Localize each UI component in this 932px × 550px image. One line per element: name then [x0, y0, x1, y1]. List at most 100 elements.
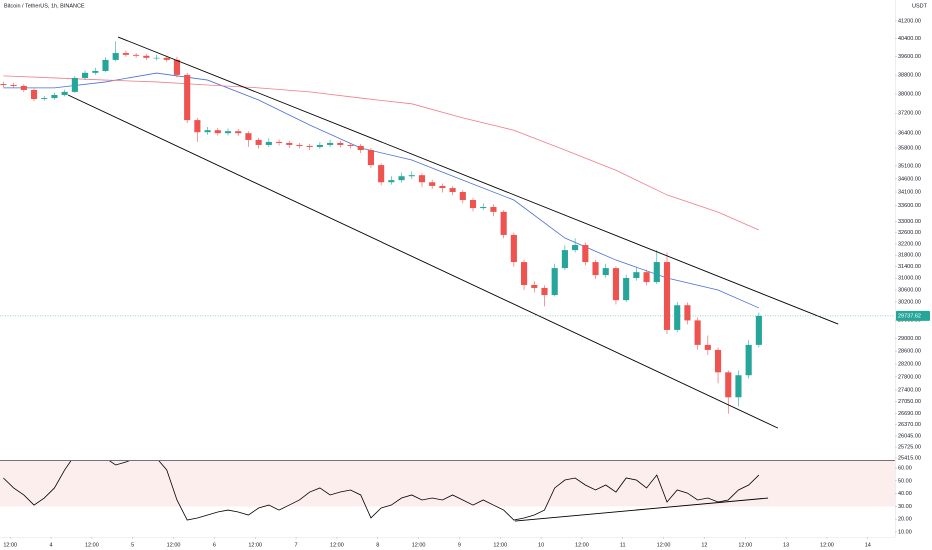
candle-body — [61, 91, 68, 95]
y-tick-label: 30600.00 — [898, 287, 921, 293]
candle-body — [582, 245, 589, 263]
trendline — [117, 36, 839, 325]
candle-body — [653, 262, 660, 283]
candle-body — [510, 234, 517, 263]
candle-body — [418, 175, 426, 183]
y-tick-label: 33600.00 — [898, 203, 921, 209]
chart-title: Bitcoin / TetherUS, 1h, BINANCE — [4, 3, 85, 9]
y-tick-label: 36400.00 — [898, 130, 921, 136]
y-tick-label: 34600.00 — [898, 176, 921, 182]
candle-body — [286, 142, 293, 145]
candle-body — [51, 94, 58, 99]
candle-body — [71, 77, 78, 92]
candle-body — [30, 89, 38, 100]
axes: 41200.00 40400.00 39600.00 38800.00 38000.00… — [0, 18, 930, 548]
x-tick-label: 4 — [50, 542, 53, 548]
y-tick-label: 39600.00 — [898, 54, 921, 60]
rsi-tick-label: 20.00 — [898, 517, 912, 523]
x-tick-label: 12 — [701, 542, 707, 548]
candle-body — [602, 268, 609, 276]
x-tick-label: 14 — [865, 542, 871, 548]
y-tick-label: 27800.00 — [898, 374, 921, 380]
candle-body — [674, 305, 681, 330]
candle-body — [714, 349, 722, 373]
candle-body — [275, 141, 283, 143]
candle-body — [745, 344, 752, 376]
candle-body — [184, 74, 191, 121]
candle-body — [643, 272, 650, 283]
x-tick-label: 12:00 — [167, 542, 181, 548]
trendline — [67, 94, 779, 429]
rsi-band — [0, 461, 895, 507]
candle-body — [173, 59, 181, 75]
candle-body — [204, 130, 211, 133]
candle-body — [684, 305, 691, 321]
candle-body — [633, 272, 640, 278]
candle-body — [235, 131, 242, 134]
rsi-panel — [0, 461, 895, 522]
x-tick-label: 12:00 — [738, 542, 752, 548]
y-tick-label: 35800.00 — [898, 145, 921, 151]
candle-body — [480, 206, 487, 209]
candle-body — [367, 150, 374, 166]
y-tick-label: 25415.00 — [898, 455, 921, 461]
candle-body — [449, 188, 456, 193]
y-tick-label: 38000.00 — [898, 91, 921, 97]
x-tick-label: 12:00 — [248, 542, 262, 548]
candle-body — [265, 141, 272, 145]
candle-body — [327, 142, 334, 145]
candle-body — [439, 185, 446, 189]
candle-body — [143, 55, 150, 58]
candle-body — [92, 70, 99, 73]
candle-body — [541, 287, 548, 296]
candle-body — [306, 145, 313, 147]
candle-body — [551, 268, 558, 296]
x-tick-label: 8 — [376, 542, 379, 548]
y-tick-label: 27050.00 — [898, 399, 921, 405]
candle-body — [337, 142, 344, 145]
candle-body — [296, 144, 303, 146]
candle-body — [408, 175, 415, 177]
x-tick-label: 12:00 — [330, 542, 344, 548]
rsi-trendline — [514, 497, 769, 522]
candle-body — [82, 72, 89, 78]
x-tick-label: 12:00 — [493, 542, 507, 548]
y-tick-label: 32200.00 — [898, 241, 921, 247]
candle-body — [347, 144, 354, 146]
candle-body — [133, 54, 140, 56]
y-tick-label: 38800.00 — [898, 73, 921, 79]
x-tick-label: 9 — [458, 542, 461, 548]
candle-body — [316, 144, 323, 147]
y-tick-label: 26045.00 — [898, 433, 921, 439]
candle-body — [592, 262, 599, 276]
candle-body — [521, 262, 528, 286]
candle-body — [755, 315, 762, 345]
rsi-tick-label: 10.00 — [898, 529, 912, 535]
candle-body — [224, 131, 232, 134]
y-tick-label: 28600.00 — [898, 349, 921, 355]
candle-body — [459, 192, 466, 201]
candle-body — [429, 182, 436, 186]
candle-body — [388, 180, 395, 183]
y-tick-label: 32600.00 — [898, 230, 921, 236]
x-tick-label: 11 — [620, 542, 626, 548]
y-tick-label: 41200.00 — [898, 18, 921, 24]
y-tick-label: 25725.00 — [898, 445, 921, 451]
candle-body — [398, 176, 405, 181]
currency-label: USDT — [912, 3, 928, 9]
x-tick-label: 12:00 — [85, 542, 99, 548]
x-tick-label: 5 — [131, 542, 134, 548]
y-tick-label: 31000.00 — [898, 276, 921, 282]
rsi-tick-label: 40.00 — [898, 491, 912, 497]
y-tick-label: 34100.00 — [898, 189, 921, 195]
rsi-tick-label: 50.00 — [898, 478, 912, 484]
candle-body — [531, 285, 538, 288]
candle-body — [122, 53, 129, 55]
candle-body — [623, 277, 630, 301]
candle-body — [561, 250, 568, 269]
candle-body — [469, 200, 477, 209]
candle-body — [214, 130, 221, 134]
y-tick-label: 37200.00 — [898, 111, 921, 117]
